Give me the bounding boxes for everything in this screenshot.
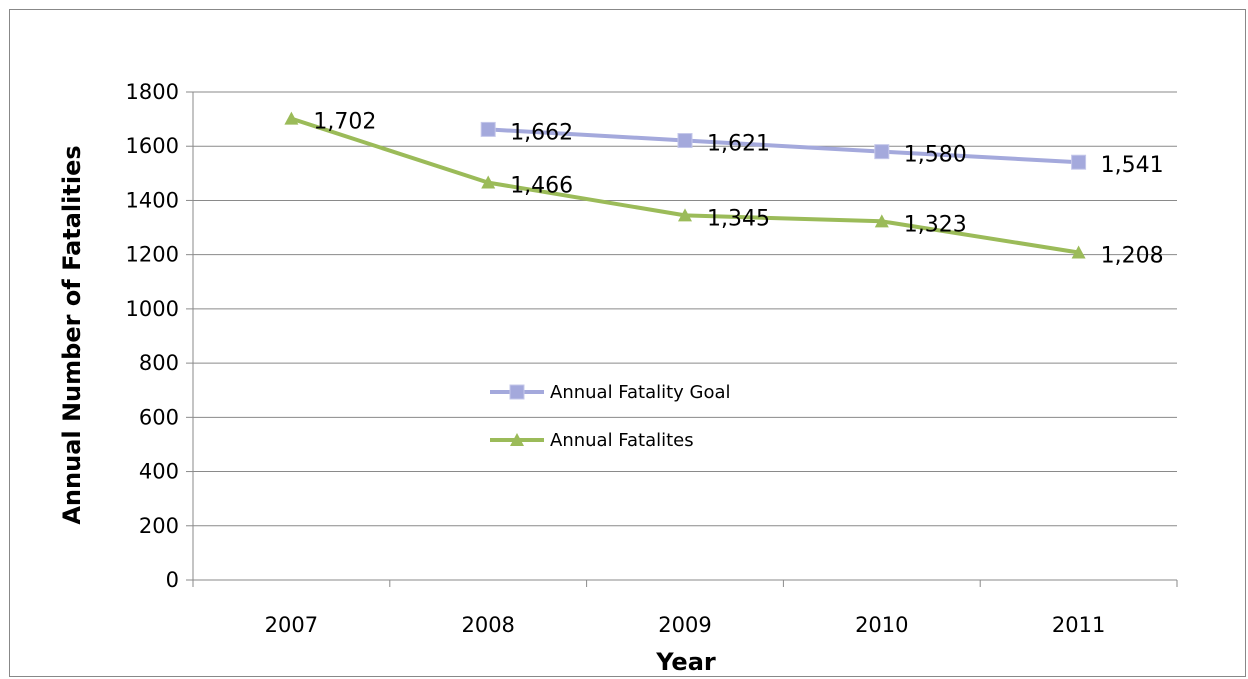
y-tick-labels: 0 200 400 600 800 1000 1200 1400 1600 1800: [126, 80, 179, 592]
data-point: [284, 111, 299, 125]
data-label: 1,323: [904, 212, 967, 237]
axes: [186, 91, 1178, 587]
series-fatalities: [284, 111, 1086, 259]
y-tick-label: 800: [139, 351, 179, 375]
data-point: [509, 384, 525, 400]
y-tick-label: 1800: [126, 80, 179, 104]
data-point: [678, 208, 692, 222]
series-goal: [480, 121, 1087, 170]
data-point: [481, 175, 496, 189]
y-tick-label: 400: [139, 460, 179, 484]
data-label: 1,541: [1101, 153, 1164, 178]
data-label: 1,580: [904, 143, 967, 168]
legend: Annual Fatality Goal Annual Fatalites: [490, 382, 731, 451]
data-point: [874, 214, 889, 228]
legend-entry: Annual Fatalites: [490, 430, 694, 451]
data-label: 1,466: [510, 174, 573, 199]
y-tick-label: 1000: [126, 297, 179, 321]
x-tick-label: 2010: [855, 613, 908, 637]
data-point: [510, 433, 524, 446]
legend-label: Annual Fatalites: [550, 430, 694, 451]
x-tick-label: 2007: [265, 613, 318, 637]
x-tick-label: 2011: [1052, 613, 1105, 637]
chart-frame: [9, 9, 1246, 677]
data-labels: 1,662 1,621 1,580 1,541 1,702 1,466 1,345 1,323…: [313, 110, 1163, 269]
data-label: 1,208: [1101, 243, 1164, 268]
series-line: [488, 127, 1079, 165]
y-tick-label: 600: [139, 405, 179, 429]
data-point: [677, 133, 693, 149]
data-label: 1,662: [510, 120, 573, 145]
y-tick-label: 1200: [126, 243, 179, 267]
y-axis-title: Annual Number of Fatalities: [58, 145, 86, 524]
x-tick-label: 2008: [461, 613, 514, 637]
data-label: 1,345: [707, 206, 770, 231]
data-point: [1071, 154, 1087, 170]
gridlines: [193, 91, 1177, 527]
data-point: [1071, 245, 1086, 259]
y-tick-label: 0: [166, 568, 179, 592]
series-layer: [284, 111, 1087, 259]
data-point: [874, 144, 890, 160]
y-tick-label: 1600: [126, 134, 179, 158]
data-label: 1,702: [313, 110, 376, 135]
x-tick-labels: 2007 2008 2009 2010 2011: [265, 613, 1106, 637]
y-tick-label: 200: [139, 514, 179, 538]
legend-entry: Annual Fatality Goal: [490, 382, 731, 403]
x-axis-title: Year: [655, 648, 716, 676]
data-label: 1,621: [707, 132, 770, 157]
x-tick-label: 2009: [658, 613, 711, 637]
legend-label: Annual Fatality Goal: [550, 382, 731, 403]
y-tick-label: 1400: [126, 188, 179, 212]
data-point: [480, 121, 496, 137]
